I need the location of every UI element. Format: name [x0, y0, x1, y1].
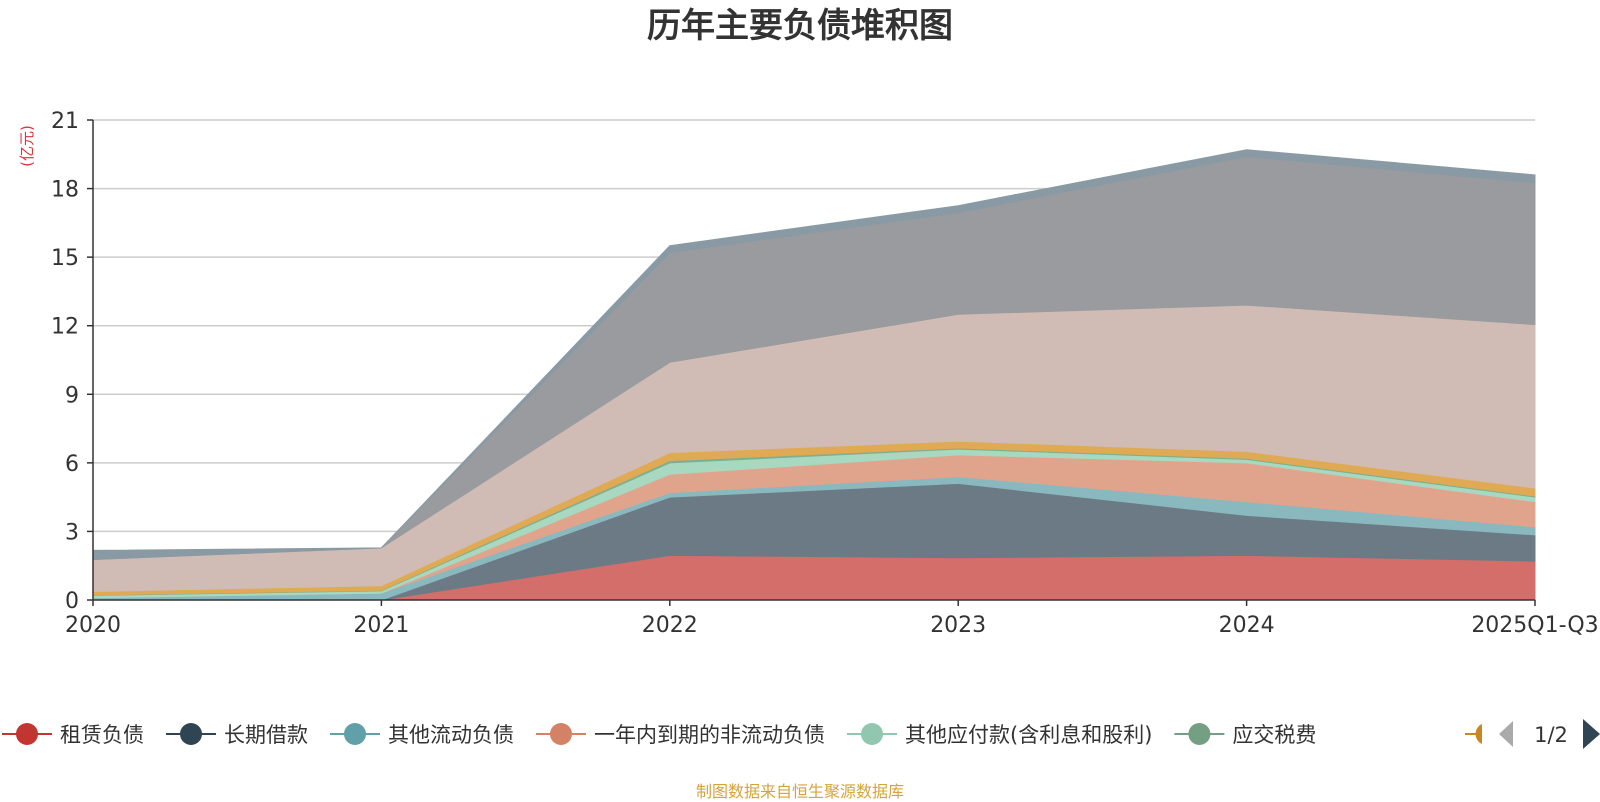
legend-prev-page-icon[interactable]: [1499, 721, 1513, 747]
legend-item[interactable]: 长期借款: [166, 723, 308, 747]
legend-page-indicator: 1/2: [1534, 723, 1568, 747]
x-tick-label: 2022: [642, 613, 698, 638]
y-tick-label: 12: [51, 315, 79, 340]
y-tick-label: 18: [51, 178, 79, 203]
x-tick-label: 2024: [1219, 613, 1275, 638]
legend-label: 租赁负债: [60, 723, 144, 747]
data-source-note: 制图数据来自恒生聚源数据库: [695, 782, 904, 801]
chart-title: 历年主要负债堆积图: [647, 6, 953, 46]
legend-marker: [861, 723, 883, 745]
legend-label: 长期借款: [224, 723, 308, 747]
legend-label: 应交税费: [1232, 723, 1316, 747]
x-tick-label: 2021: [353, 613, 409, 638]
y-tick-label: 15: [51, 246, 79, 271]
y-tick-label: 0: [65, 589, 79, 614]
legend-item[interactable]: 其他流动负债: [330, 723, 514, 747]
x-tick-label: 2023: [930, 613, 986, 638]
legend-label: 一年内到期的非流动负债: [594, 723, 825, 747]
legend-label: 其他应付款(含利息和股利): [905, 723, 1152, 747]
y-tick-label: 3: [65, 520, 79, 545]
axes: 0 3 6 9 12 15 18 21 2020 2021 2022 2023 2024 2025Q1-Q…: [51, 109, 1599, 638]
x-tick-label: 2025Q1-Q3: [1471, 613, 1598, 638]
legend-marker: [1188, 723, 1211, 745]
y-tick-label: 9: [65, 383, 79, 408]
legend-partial-marker: [1475, 724, 1482, 744]
legend-marker: [344, 723, 366, 745]
y-axis-unit-label: (亿元): [18, 125, 36, 167]
legend-item[interactable]: 其他应付款(含利息和股利): [847, 723, 1152, 747]
x-tick-label: 2020: [65, 613, 121, 638]
legend-marker: [550, 723, 572, 745]
area-series-9: [92, 149, 1536, 561]
legend-item[interactable]: 一年内到期的非流动负债: [536, 723, 825, 747]
legend-marker: [180, 723, 202, 745]
legend-item[interactable]: 应交税费: [1174, 723, 1316, 747]
legend-marker: [16, 723, 38, 745]
stacked-areas: [92, 149, 1536, 601]
legend-item[interactable]: 租赁负债: [2, 723, 144, 747]
y-tick-label: 6: [65, 452, 79, 477]
legend: 租赁负债 长期借款 其他流动负债 一年内到期的非流动负债 其他应付款(含利息和股利) 应交…: [2, 719, 1600, 749]
legend-next-page-icon[interactable]: [1583, 719, 1600, 749]
y-tick-label: 21: [51, 109, 79, 134]
legend-label: 其他流动负债: [388, 723, 514, 747]
